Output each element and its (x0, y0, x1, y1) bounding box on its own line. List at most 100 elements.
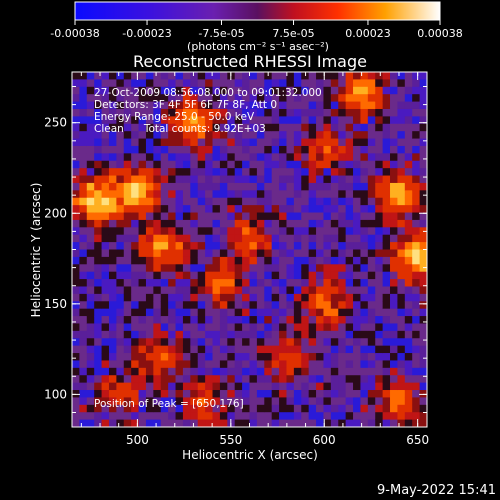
heatmap-cell (323, 212, 332, 221)
heatmap-cell (116, 138, 125, 147)
heatmap-cell (271, 242, 280, 250)
heatmap-cell (279, 375, 287, 384)
heatmap-cell (227, 205, 236, 213)
heatmap-cell (375, 390, 384, 398)
heatmap-cell (249, 72, 258, 80)
heatmap-cell (212, 131, 221, 139)
heatmap-cell (338, 175, 347, 184)
heatmap-cell (160, 293, 169, 302)
heatmap-cell (94, 190, 102, 199)
heatmap-cell (153, 412, 162, 421)
heatmap-cell (271, 345, 280, 354)
heatmap-cell (308, 190, 317, 199)
heatmap-cell (123, 367, 132, 376)
heatmap-cell (153, 153, 162, 162)
heatmap-cell (367, 116, 376, 125)
heatmap-cell (345, 301, 354, 310)
heatmap-cell (286, 404, 295, 413)
heatmap-cell (293, 308, 302, 317)
heatmap-cells (72, 72, 428, 428)
heatmap-cell (79, 190, 88, 199)
heatmap-cell (419, 353, 428, 361)
heatmap-cell (279, 404, 287, 413)
heatmap-cell (382, 94, 391, 102)
heatmap-cell (397, 353, 406, 361)
heatmap-cell (219, 212, 228, 221)
heatmap-cell (145, 286, 154, 295)
heatmap-cell (360, 79, 369, 88)
heatmap-cell (345, 316, 354, 324)
heatmap-cell (419, 153, 428, 162)
heatmap-cell (397, 256, 406, 265)
heatmap-cell (160, 323, 169, 332)
heatmap-cell (175, 353, 184, 361)
heatmap-cell (367, 345, 376, 354)
heatmap-cell (86, 338, 95, 347)
heatmap-cell (249, 197, 258, 206)
heatmap-cell (227, 375, 236, 384)
heatmap-cell (390, 279, 398, 287)
heatmap-cell (264, 404, 273, 413)
heatmap-cell (316, 412, 324, 421)
heatmap-cell (286, 242, 295, 250)
heatmap-cell (72, 404, 80, 413)
heatmap-cell (138, 293, 147, 302)
heatmap-cell (131, 412, 139, 421)
heatmap-cell (116, 86, 125, 95)
heatmap-cell (86, 256, 95, 265)
heatmap-cell (205, 323, 213, 332)
heatmap-cell (242, 286, 250, 295)
heatmap-cell (182, 212, 191, 221)
heatmap-cell (286, 116, 295, 125)
heatmap-cell (227, 301, 236, 310)
heatmap-cell (242, 242, 250, 250)
heatmap-cell (412, 145, 421, 154)
heatmap-cell (227, 168, 236, 176)
heatmap-cell (264, 123, 273, 132)
heatmap-cell (316, 390, 324, 398)
heatmap-cell (205, 168, 213, 176)
heatmap-cell (219, 242, 228, 250)
heatmap-cell (367, 286, 376, 295)
heatmap-cell (271, 353, 280, 361)
heatmap-cell (382, 397, 391, 406)
heatmap-cell (197, 316, 206, 324)
heatmap-cell (116, 94, 125, 102)
heatmap-cell (227, 190, 236, 199)
heatmap-cell (271, 360, 280, 369)
heatmap-cell (79, 227, 88, 236)
heatmap-cell (256, 108, 265, 117)
heatmap-cell (419, 338, 428, 347)
heatmap-cell (293, 175, 302, 184)
heatmap-cell (271, 397, 280, 406)
heatmap-cell (338, 271, 347, 280)
heatmap-cell (205, 234, 213, 243)
heatmap-cell (219, 382, 228, 391)
heatmap-cell (153, 197, 162, 206)
heatmap-cell (397, 101, 406, 110)
heatmap-cell (404, 108, 413, 117)
heatmap-cell (301, 293, 310, 302)
heatmap-cell (323, 412, 332, 421)
heatmap-cell (249, 131, 258, 139)
heatmap-cell (390, 360, 398, 369)
heatmap-cell (345, 123, 354, 132)
chart-title: Reconstructed RHESSI Image (133, 52, 367, 71)
heatmap-cell (412, 404, 421, 413)
heatmap-cell (190, 153, 199, 162)
heatmap-cell (153, 138, 162, 147)
heatmap-cell (219, 323, 228, 332)
heatmap-cell (116, 301, 125, 310)
heatmap-cell (353, 271, 361, 280)
heatmap-cell (190, 160, 199, 169)
heatmap-cell (264, 212, 273, 221)
heatmap-cell (264, 338, 273, 347)
heatmap-cell (412, 94, 421, 102)
heatmap-cell (160, 116, 169, 125)
heatmap-cell (330, 367, 339, 376)
heatmap-cell (182, 419, 191, 428)
heatmap-cell (131, 345, 139, 354)
heatmap-cell (397, 108, 406, 117)
heatmap-cell (301, 227, 310, 236)
heatmap-cell (116, 108, 125, 117)
